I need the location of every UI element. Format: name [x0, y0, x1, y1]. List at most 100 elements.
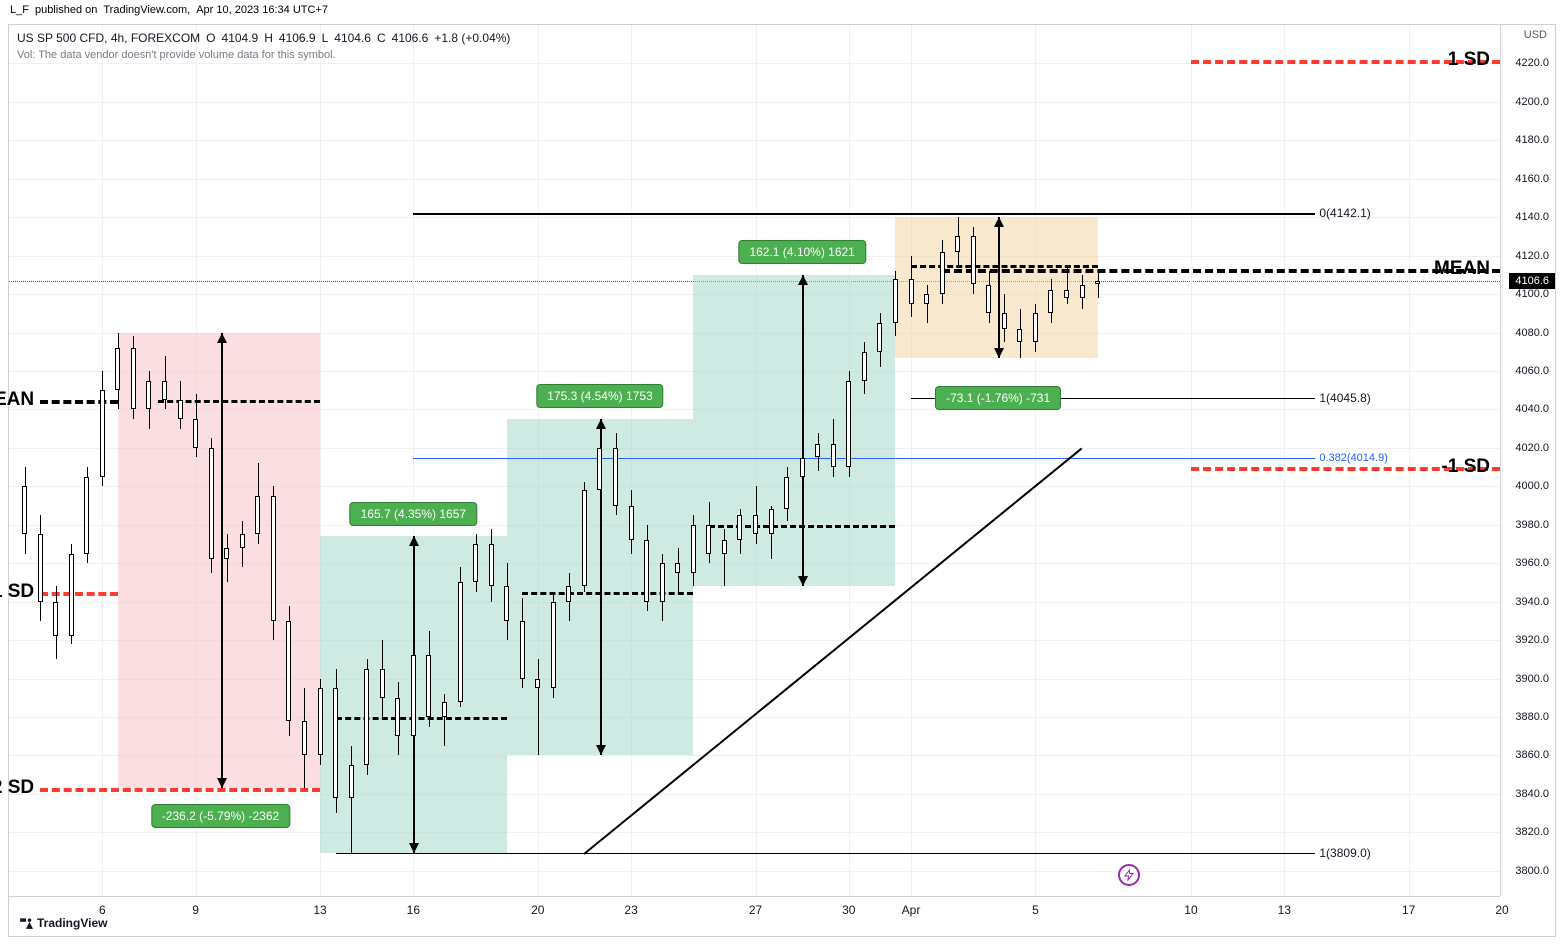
- candle-body: [209, 448, 214, 559]
- candle-body: [318, 688, 323, 755]
- yaxis-tick: 4220.0: [1515, 57, 1549, 69]
- candle-body: [629, 506, 634, 541]
- gridline-vertical: [911, 25, 912, 896]
- candle-body: [349, 765, 354, 798]
- candle-body: [753, 515, 758, 534]
- candle-body: [1095, 281, 1100, 285]
- gridline-horizontal: [9, 179, 1500, 180]
- measure-badge: 165.7 (4.35%) 1657: [350, 502, 477, 526]
- gridline-vertical: [1409, 25, 1410, 896]
- candle-body: [551, 602, 556, 689]
- candle-body: [862, 352, 867, 381]
- fib-line-blue: [413, 458, 1315, 459]
- candle-body: [737, 515, 742, 540]
- candle-body: [53, 602, 58, 637]
- yaxis: USD 4220.04200.04180.04160.04140.04120.0…: [1500, 25, 1555, 896]
- yaxis-title: USD: [1524, 29, 1547, 41]
- candle-body: [660, 563, 665, 601]
- candle-body: [535, 679, 540, 689]
- sd-line: [40, 788, 320, 792]
- candle-body: [893, 279, 898, 323]
- candle-body: [131, 348, 136, 410]
- candle-body: [613, 448, 618, 506]
- xaxis-tick: 23: [624, 903, 637, 917]
- fib-label: 0(4142.1): [1319, 206, 1370, 220]
- sd-line: [40, 400, 118, 404]
- candle-body: [644, 540, 649, 602]
- xaxis-tick: 5: [1032, 903, 1039, 917]
- candle-body: [706, 525, 711, 554]
- event-marker-icon[interactable]: [1118, 864, 1140, 886]
- candle-body: [800, 458, 805, 477]
- xaxis-tick: 27: [749, 903, 762, 917]
- gridline-horizontal: [9, 871, 1500, 872]
- xaxis-tick: 13: [1278, 903, 1291, 917]
- candle-wick: [724, 529, 725, 587]
- legend-l: 4104.6: [334, 31, 371, 45]
- candle-body: [940, 252, 945, 294]
- candle-body: [426, 655, 431, 717]
- candle-body: [255, 496, 260, 534]
- chart-container[interactable]: US SP 500 CFD, 4h, FOREXCOM O4104.9 H410…: [8, 24, 1556, 937]
- tradingview-logo-icon: [19, 916, 33, 930]
- candle-body: [178, 400, 183, 419]
- arrow-head-down-icon: [798, 576, 808, 586]
- gridline-horizontal: [9, 102, 1500, 103]
- sd-label: -1 SD: [1441, 456, 1490, 478]
- candle-body: [877, 323, 882, 352]
- measure-arrow-line: [802, 275, 804, 586]
- publish-timestamp: Apr 10, 2023 16:34 UTC+7: [196, 4, 328, 18]
- price-badge: 4106.6: [1509, 273, 1555, 289]
- region-midline: [522, 592, 693, 595]
- yaxis-tick: 4020.0: [1515, 442, 1549, 454]
- gridline-vertical: [1191, 25, 1192, 896]
- measure-badge: 175.3 (4.54%) 1753: [536, 384, 663, 408]
- legend-symbol: US SP 500 CFD, 4h, FOREXCOM: [17, 31, 200, 45]
- candle-body: [1033, 313, 1038, 342]
- candle-body: [489, 544, 494, 586]
- candle-body: [364, 669, 369, 765]
- yaxis-tick: 4100.0: [1515, 288, 1549, 300]
- candle-body: [240, 534, 245, 547]
- xaxis-tick: 16: [407, 903, 420, 917]
- candle-body: [1017, 329, 1022, 342]
- gridline-horizontal: [9, 217, 1500, 218]
- legend-h: 4106.9: [279, 31, 316, 45]
- candle-body: [846, 381, 851, 468]
- candle-body: [815, 444, 820, 457]
- candle-body: [271, 496, 276, 621]
- yaxis-tick: 4200.0: [1515, 96, 1549, 108]
- candle-body: [100, 390, 105, 477]
- arrow-head-up-icon: [217, 333, 227, 343]
- measure-badge: -236.2 (-5.79%) -2362: [151, 804, 290, 828]
- chart-plot[interactable]: 1 SD-1 SDMEANMEAN-1 SD-2 SD0(4142.1)1(40…: [9, 25, 1500, 896]
- measure-arrow-line: [221, 333, 223, 789]
- arrow-head-up-icon: [994, 217, 1004, 227]
- yaxis-tick: 3960.0: [1515, 557, 1549, 569]
- candle-body: [566, 586, 571, 601]
- candle-body: [924, 294, 929, 304]
- sd-label: MEAN: [0, 389, 34, 411]
- candle-body: [302, 721, 307, 756]
- fib-label-blue: 0.382(4014.9): [1319, 452, 1388, 464]
- yaxis-tick: 4140.0: [1515, 211, 1549, 223]
- sd-line: [942, 269, 1500, 273]
- fib-label: 1(4045.8): [1319, 391, 1370, 405]
- measure-badge: 162.1 (4.10%) 1621: [738, 240, 865, 264]
- candle-body: [1064, 290, 1069, 298]
- candle-body: [691, 525, 696, 573]
- yaxis-tick: 3900.0: [1515, 673, 1549, 685]
- xaxis-tick: 9: [192, 903, 199, 917]
- watermark-text: TradingView: [37, 916, 107, 930]
- candle-wick: [927, 285, 928, 323]
- measure-arrow-line: [998, 217, 1000, 357]
- xaxis-tick: 13: [313, 903, 326, 917]
- xaxis-tick: 20: [531, 903, 544, 917]
- candle-body: [115, 348, 120, 390]
- candle-body: [597, 448, 602, 490]
- candle-body: [146, 381, 151, 410]
- publish-author: L_F: [10, 4, 29, 18]
- yaxis-tick: 4000.0: [1515, 480, 1549, 492]
- candle-body: [722, 540, 727, 553]
- legend-change: +1.8 (+0.04%): [434, 31, 510, 45]
